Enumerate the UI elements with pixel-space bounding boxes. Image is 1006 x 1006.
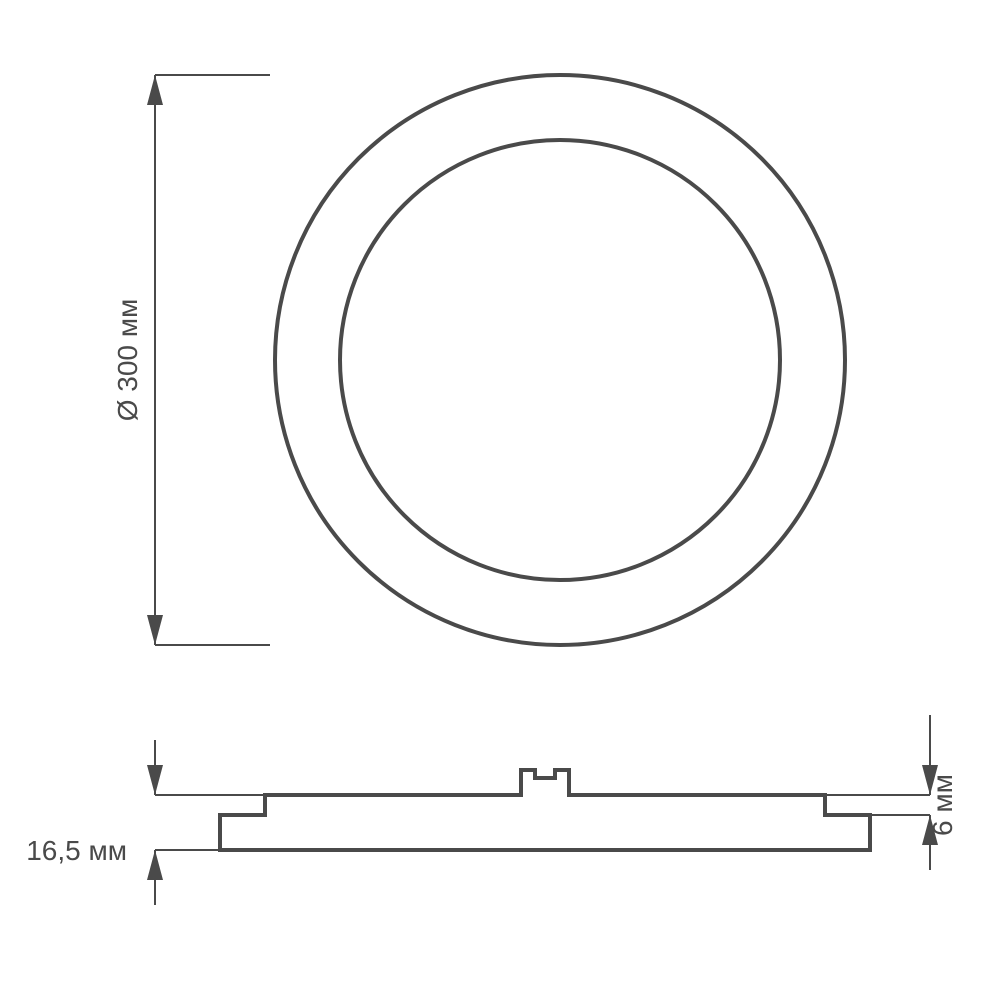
top-view-inner-circle (340, 140, 780, 580)
overall-height-label: 16,5 мм (26, 835, 127, 866)
top-view-outer-circle (275, 75, 845, 645)
diameter-label: Ø 300 мм (112, 299, 143, 422)
step-height-label: 6 мм (927, 774, 958, 836)
side-view-profile (220, 770, 870, 850)
